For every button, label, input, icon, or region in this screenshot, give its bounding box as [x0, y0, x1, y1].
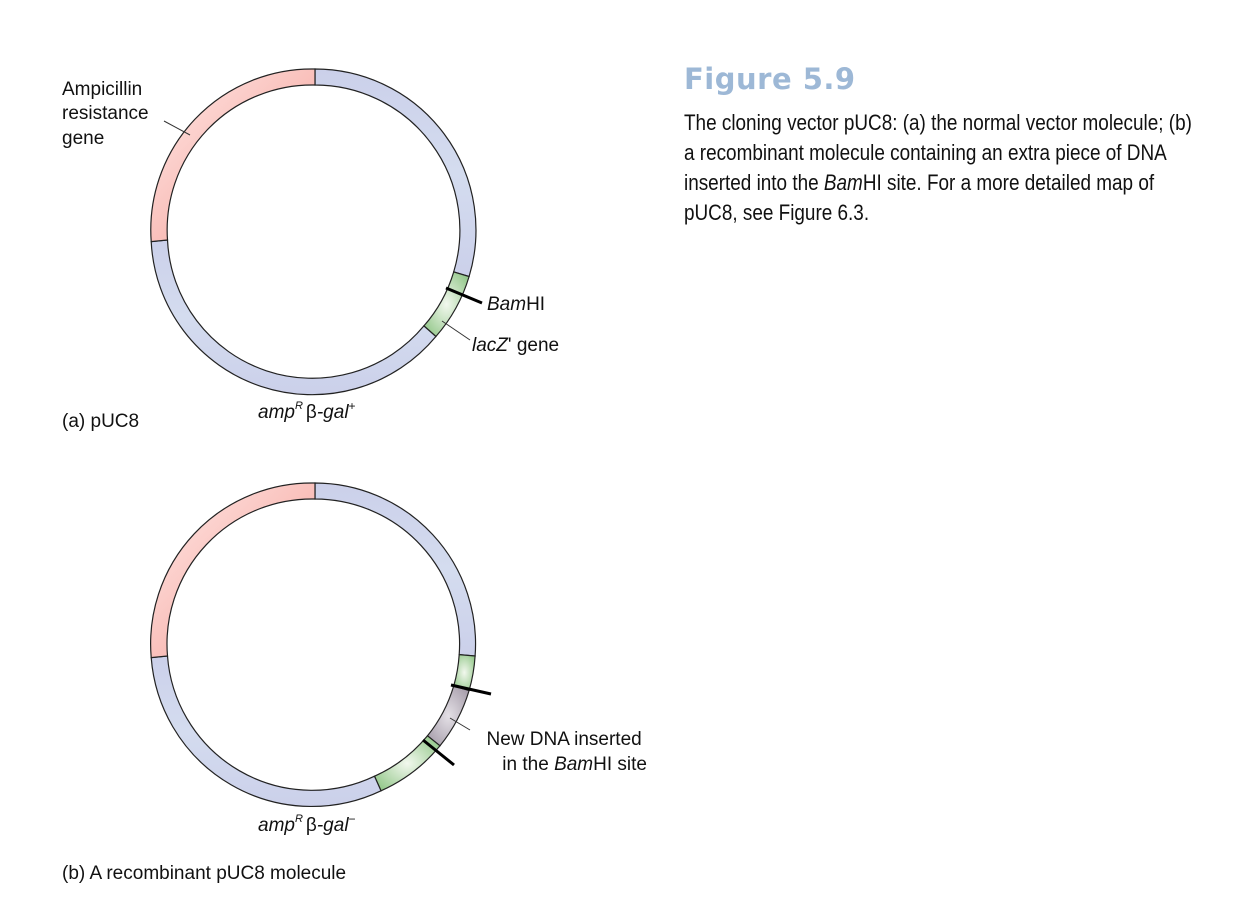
figure-caption: The cloning vector pUC8: (a) the normal …: [684, 110, 1192, 225]
amp-gene-leader-line: [163, 120, 191, 136]
new-dna-insert-label: New DNA inserted in the BamHI site: [486, 729, 647, 775]
backbone-segment: [150, 239, 437, 396]
plasmid-recombinant-pUC8: [150, 482, 492, 808]
ampicillin-resistance-gene-segment: [150, 68, 316, 243]
ampicillin-resistance-gene-segment: [150, 482, 316, 659]
panel-b-label: (b) A recombinant pUC8 molecule: [62, 863, 346, 884]
backbone-segment: [150, 655, 382, 808]
new-dna-insert-segment: [426, 685, 470, 747]
bamhi-site-marker: [450, 683, 492, 696]
backbone-segment: [314, 68, 477, 278]
bamhi-site-marker: [445, 286, 483, 305]
genotype-label-b: ampR β-gal−: [258, 812, 356, 836]
panel-a-label: (a) pUC8: [62, 411, 139, 432]
genotype-label-a: ampR β-gal+: [258, 399, 356, 423]
ampicillin-resistance-gene-label: Ampicillin resistance gene: [62, 79, 154, 149]
bamhi-site-label: BamHI: [487, 294, 545, 315]
lacz-leader-line: [441, 320, 471, 341]
lacz-gene-label: lacZ' gene: [472, 335, 559, 356]
figure-title: Figure 5.9: [684, 62, 856, 96]
figure-caption-block: Figure 5.9 The cloning vector pUC8: (a) …: [684, 62, 1224, 228]
lacz-gene-segment: [423, 271, 470, 338]
backbone-segment: [314, 482, 477, 657]
bamhi-site-marker: [422, 738, 455, 767]
plasmid-pUC8: [150, 68, 483, 396]
insert-leader-line: [449, 717, 471, 731]
